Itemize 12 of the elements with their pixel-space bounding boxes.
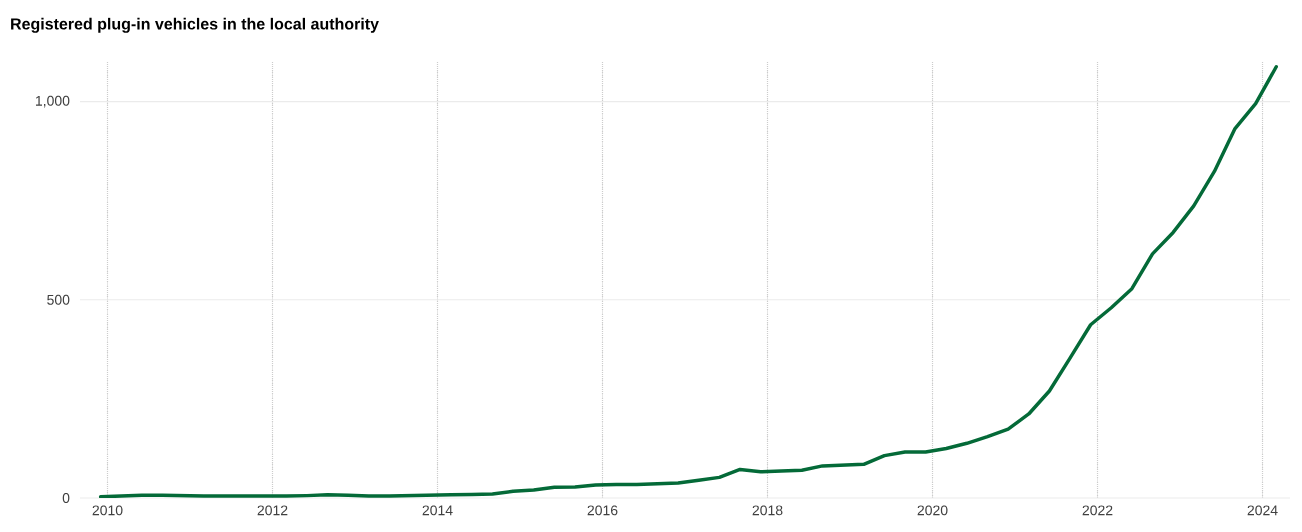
x-tick-label: 2020 [917,505,948,516]
x-tick-label: 2018 [752,505,783,516]
y-tick-label: 0 [62,493,70,503]
y-tick-label: 500 [47,294,70,305]
x-tick-label: 2014 [422,505,453,516]
x-tick-label: 2024 [1247,505,1278,516]
x-tick-label: 2010 [92,505,123,516]
x-tick-label: 2022 [1082,505,1113,516]
chart-title: Registered plug-in vehicles in the local authority [11,17,379,33]
x-tick-label: 2016 [587,505,618,516]
x-tick-label: 2012 [257,505,288,516]
y-tick-label: 1,000 [35,95,70,108]
